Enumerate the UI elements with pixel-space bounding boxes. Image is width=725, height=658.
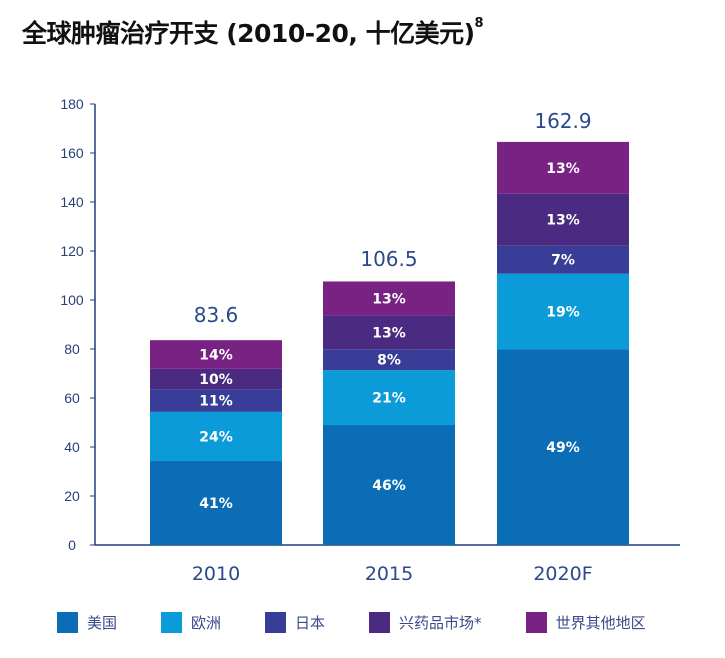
legend-swatch [369,612,391,633]
legend-label: 欧洲 [191,614,222,632]
segment-label: 10% [199,372,233,388]
y-tick-label: 80 [64,341,80,357]
legend-label: 世界其他地区 [555,614,646,632]
segment-label: 11% [199,394,233,410]
chart-title-text: 全球肿瘤治疗开支 (2010-20, 十亿美元) [22,19,475,48]
y-tick-label: 100 [60,292,84,308]
segment-label: 8% [377,353,401,369]
segment-label: 13% [546,161,580,177]
bar-segment [150,368,282,390]
legend-item: 美国 [57,612,117,633]
y-tick-label: 0 [68,537,76,553]
segment-label: 19% [546,305,580,321]
legend-item: 兴药品市场* [369,612,482,633]
bar-segment [323,370,455,425]
y-tick-label: 60 [64,390,80,406]
x-tick-label: 2020F [533,563,592,585]
total-label: 106.5 [360,247,417,271]
bar-segment [497,193,629,246]
legend-item: 世界其他地区 [525,612,646,633]
legend-label: 日本 [295,614,326,632]
bar-segment [497,141,629,194]
y-tick-label: 160 [60,145,84,161]
y-tick-label: 180 [60,96,84,112]
x-tick-label: 2015 [365,563,413,585]
legend-label: 兴药品市场* [399,614,482,632]
y-tick-label: 120 [60,243,84,259]
legend-swatch [57,612,78,633]
segment-label: 14% [199,348,233,364]
x-tick-label: 2010 [192,563,240,585]
bar-segment [323,315,455,350]
segment-label: 7% [551,253,575,269]
segment-label: 49% [546,440,580,456]
legend-swatch [265,612,287,633]
total-label: 83.6 [194,303,239,327]
bar-segment [150,461,282,545]
bar-segment [150,340,282,369]
y-tick-label: 40 [64,439,80,455]
legend-item: 欧洲 [161,612,221,633]
total-label: 162.9 [534,109,591,133]
segment-label: 24% [199,429,233,445]
bar-segment [497,349,629,545]
bar-segment [323,281,455,316]
bar-segment [150,389,282,412]
y-tick-label: 140 [60,194,84,210]
segment-label: 21% [372,391,406,407]
y-tick-label: 20 [64,488,80,504]
legend: 美国 欧洲 日本 兴药品市场* 世界其他地区 [57,612,690,633]
segment-label: 13% [372,291,406,307]
bar-segment [497,273,629,350]
segment-label: 13% [372,325,406,341]
segment-label: 13% [546,213,580,229]
stacked-bar-chart: 0 20 40 60 80 100 120 140 160 180 41% 24% 11% 10% 14% 8… [60,96,680,585]
bar-segment [323,349,455,371]
bar-segment [497,245,629,274]
legend-label: 美国 [87,614,118,632]
legend-item: 日本 [265,612,325,633]
segment-label: 41% [199,496,233,512]
segment-label: 46% [372,478,406,494]
bar-segment [150,411,282,462]
legend-swatch [161,612,183,633]
legend-swatch [525,612,547,633]
chart-title: 全球肿瘤治疗开支 (2010-20, 十亿美元)8 [22,14,484,50]
title-footnote: 8 [474,16,484,31]
bar-segment [323,424,455,545]
